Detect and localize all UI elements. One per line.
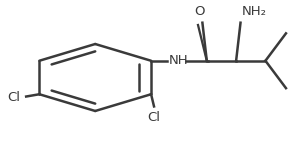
Text: Cl: Cl (147, 111, 160, 124)
Text: O: O (194, 5, 205, 18)
Text: NH₂: NH₂ (242, 5, 267, 18)
Text: NH: NH (169, 54, 188, 67)
Text: Cl: Cl (7, 91, 20, 104)
